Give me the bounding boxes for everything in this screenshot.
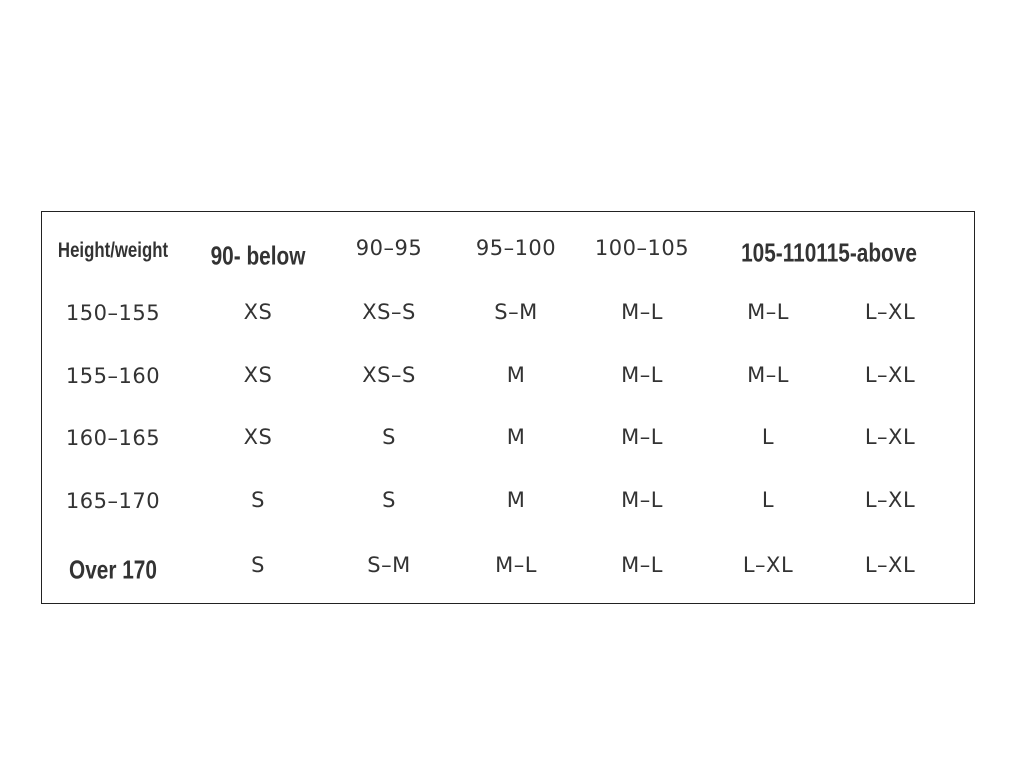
header-cell: 90–95: [355, 236, 423, 260]
size-chart-table: [41, 211, 975, 604]
size-cell: S: [251, 553, 265, 577]
row-height-label: 155–160: [65, 364, 161, 388]
size-cell: M: [506, 425, 526, 449]
size-cell: XS–S: [362, 300, 416, 324]
size-cell: L–XL: [864, 553, 916, 577]
size-cell: XS: [243, 363, 273, 387]
header-cell: Height/weight: [57, 239, 169, 262]
size-cell: M: [506, 363, 526, 387]
row-height-label: 150–155: [65, 301, 161, 325]
size-cell: M–L: [747, 300, 789, 324]
size-cell: M–L: [747, 363, 789, 387]
size-cell: L–XL: [864, 488, 916, 512]
size-cell: L–XL: [864, 425, 916, 449]
size-cell: M–L: [621, 553, 663, 577]
row-height-label: Over 170: [69, 554, 157, 585]
header-cell: 95–100: [475, 236, 557, 260]
row-height-label: 160–165: [65, 426, 161, 450]
size-cell: L–XL: [742, 553, 794, 577]
header-cell: 90- below: [210, 240, 306, 271]
header-cell: 105-110115-above: [741, 237, 917, 268]
size-cell: S: [382, 488, 396, 512]
size-cell: L: [761, 425, 775, 449]
size-cell: S–M: [367, 553, 411, 577]
row-height-label: 165–170: [65, 489, 161, 513]
size-cell: L: [761, 488, 775, 512]
size-cell: M–L: [621, 300, 663, 324]
size-cell: M: [506, 488, 526, 512]
size-cell: XS–S: [362, 363, 416, 387]
header-cell: 100–105: [594, 236, 690, 260]
size-cell: S: [251, 488, 265, 512]
size-cell: M–L: [621, 363, 663, 387]
size-cell: L–XL: [864, 363, 916, 387]
size-cell: S: [382, 425, 396, 449]
size-cell: XS: [243, 425, 273, 449]
size-cell: XS: [243, 300, 273, 324]
size-cell: M–L: [495, 553, 537, 577]
size-cell: L–XL: [864, 300, 916, 324]
size-cell: M–L: [621, 425, 663, 449]
size-cell: S–M: [494, 300, 538, 324]
size-cell: M–L: [621, 488, 663, 512]
